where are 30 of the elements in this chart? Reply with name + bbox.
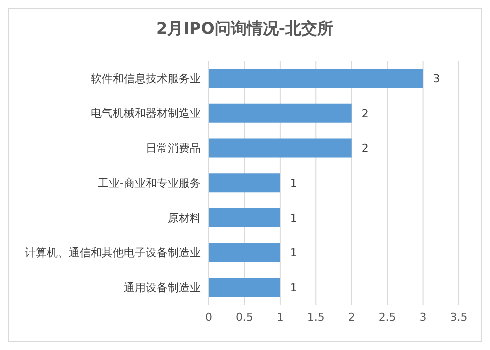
bar <box>209 278 280 298</box>
y-tick-label: 原材料 <box>168 212 201 225</box>
x-tick-label: 3.5 <box>450 310 468 324</box>
y-tick-label: 计算机、通信和其他电子设备制造业 <box>25 246 201 260</box>
x-tick-label: 2.5 <box>378 310 396 324</box>
bar <box>209 243 280 262</box>
data-label: 1 <box>290 246 298 260</box>
y-tick-label: 日常消费品 <box>146 142 201 156</box>
x-tick-label: 1 <box>276 310 284 324</box>
x-tick-label: 2 <box>348 310 356 324</box>
bar <box>209 208 280 228</box>
data-label: 1 <box>290 176 298 190</box>
y-tick-label: 工业-商业和专业服务 <box>98 176 201 190</box>
chart-title: 2月IPO问询情况-北交所 <box>155 19 335 40</box>
data-label: 1 <box>290 282 298 295</box>
data-label: 1 <box>290 212 298 225</box>
x-tick-label: 0.5 <box>236 310 254 324</box>
x-tick-label: 1.5 <box>307 310 325 324</box>
bar <box>209 104 352 123</box>
y-tick-label: 软件和信息技术服务业 <box>91 72 201 86</box>
data-label: 3 <box>433 72 440 86</box>
x-tick-label: 0 <box>206 310 212 324</box>
y-tick-label: 电气机械和器材制造业 <box>91 107 201 120</box>
data-label: 2 <box>362 142 369 156</box>
bar <box>209 174 280 193</box>
x-tick-label: 3 <box>420 310 427 324</box>
y-tick-label: 通用设备制造业 <box>124 281 201 294</box>
data-label: 2 <box>362 107 369 120</box>
bar <box>209 138 352 158</box>
bar <box>209 69 424 88</box>
